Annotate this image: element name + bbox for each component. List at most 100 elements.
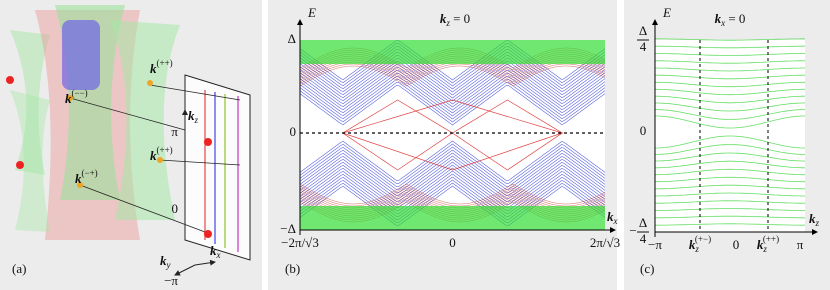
band-curve xyxy=(299,146,606,187)
band-curve xyxy=(299,40,606,81)
text-part: k xyxy=(160,253,167,268)
point-label: k(++) xyxy=(150,58,173,76)
text-part: k xyxy=(715,11,722,26)
band-curve xyxy=(655,74,805,80)
band-curve xyxy=(655,223,805,226)
text-part: (++) xyxy=(157,145,173,155)
band-curve xyxy=(299,161,606,202)
band-curve xyxy=(299,185,606,226)
band-curve xyxy=(655,38,805,41)
band-curve xyxy=(299,76,606,117)
band-curve xyxy=(299,164,606,205)
band-curve xyxy=(299,149,606,190)
band-curve xyxy=(655,53,805,56)
numerator: Δ xyxy=(639,215,647,230)
band-curve xyxy=(299,158,606,199)
band-curve xyxy=(299,183,606,205)
panel-c-plot xyxy=(652,19,818,237)
text-part: k xyxy=(757,237,764,252)
panel-title: kx = 0 xyxy=(715,11,746,28)
denominator: 4 xyxy=(640,39,647,54)
band-curve xyxy=(299,85,606,126)
tick-label: −π xyxy=(164,273,178,288)
panel-label: (a) xyxy=(12,261,26,276)
band-curve xyxy=(655,67,805,72)
tick-label: 0 xyxy=(733,237,740,252)
band-curve xyxy=(655,135,805,149)
text-part: z xyxy=(445,18,450,28)
text-part: z xyxy=(694,244,699,254)
text-part: z xyxy=(194,115,199,125)
tick-label: kz(++) xyxy=(757,234,779,254)
green-band-bottom xyxy=(300,206,605,230)
band-curve xyxy=(299,155,606,196)
panel-a-sketch xyxy=(6,5,251,276)
tick-label: π xyxy=(797,237,804,252)
axis-label: kz xyxy=(809,211,820,228)
band-curve xyxy=(299,61,606,102)
band-curve xyxy=(655,60,805,64)
band-curve xyxy=(299,64,606,105)
text-part: z xyxy=(815,218,820,228)
tick-label: 0 xyxy=(290,124,297,139)
band-curve xyxy=(299,52,606,93)
band-curve xyxy=(299,58,606,99)
band-curve xyxy=(655,208,805,211)
band-curve xyxy=(655,45,805,49)
band-curve xyxy=(299,185,606,207)
text-part: (++) xyxy=(157,58,173,68)
band-curve xyxy=(299,67,606,108)
tick-label: 2π/√3 xyxy=(590,235,620,250)
text-part: (++) xyxy=(763,234,779,244)
axis-label: ky xyxy=(160,253,171,270)
band-curve xyxy=(299,176,606,217)
band-curve xyxy=(299,73,606,114)
band-curve xyxy=(299,43,606,84)
band-curve xyxy=(655,102,805,112)
tick-label: −2π/√3 xyxy=(281,235,319,250)
tick-label: Δ xyxy=(288,31,296,46)
band-curve xyxy=(655,109,805,120)
band-curve xyxy=(655,95,805,104)
band-curve xyxy=(655,184,805,190)
band-curve xyxy=(299,182,606,223)
band-curve xyxy=(299,49,606,90)
text-part: = 0 xyxy=(725,11,745,26)
text-part: (−+) xyxy=(82,168,98,178)
band-curve xyxy=(299,65,606,87)
tick-label: π xyxy=(171,124,178,139)
text-part: x xyxy=(720,18,725,28)
panel-title: kz = 0 xyxy=(440,11,470,28)
tick-label: 0 xyxy=(449,235,456,250)
panel-label: (b) xyxy=(285,261,300,276)
band-curve xyxy=(299,140,606,181)
text-part: k xyxy=(607,209,614,224)
panel-label: (c) xyxy=(640,261,654,276)
text-part: (−−) xyxy=(72,88,88,98)
band-curve xyxy=(655,176,805,183)
point-label: k(−−) xyxy=(65,88,88,106)
text-part: k xyxy=(75,171,82,186)
axis-label: kx xyxy=(607,209,618,226)
band-curve xyxy=(655,152,805,162)
point-label: k(−+) xyxy=(75,168,98,186)
band-curve xyxy=(655,88,805,96)
text-part: k xyxy=(188,108,195,123)
band-curve xyxy=(299,170,606,211)
tick-label: Δ4 xyxy=(637,23,649,54)
text-part: (+−) xyxy=(695,234,711,244)
numerator: Δ xyxy=(639,23,647,38)
band-curve xyxy=(299,70,606,111)
panel-b-plot xyxy=(297,19,616,235)
band-curve xyxy=(299,143,606,184)
text-part: x xyxy=(613,216,618,226)
band-curve xyxy=(299,179,606,220)
tick-label: 0 xyxy=(640,123,647,138)
band-curve xyxy=(655,215,805,219)
band-curve xyxy=(655,144,805,155)
tick-label: kz(+−) xyxy=(689,234,711,254)
text-part: z xyxy=(762,244,767,254)
tick-label: −Δ xyxy=(280,221,296,236)
text-part: k xyxy=(689,237,696,252)
band-curve xyxy=(299,152,606,193)
